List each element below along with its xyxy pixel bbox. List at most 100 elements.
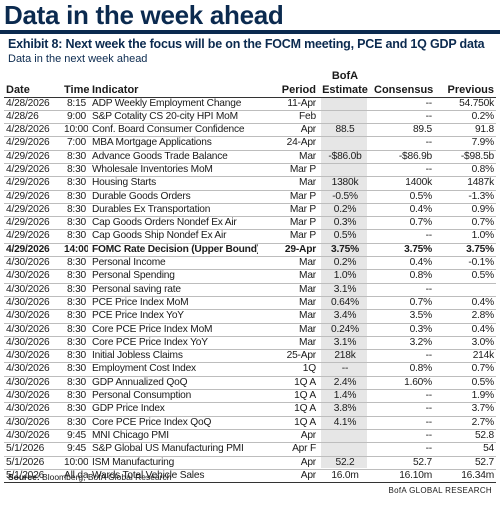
- cell-period: Mar: [258, 283, 318, 297]
- cell-time: 8:15: [62, 97, 88, 111]
- cell-indicator: Initial Jobless Claims: [88, 349, 258, 364]
- cell-indicator: Core PCE Price Index YoY: [88, 336, 258, 351]
- cell-indicator: Personal Consumption: [88, 389, 258, 404]
- cell-period: Mar: [258, 323, 318, 337]
- cell-time: 14:00: [62, 243, 88, 258]
- cell-time: 8:30: [62, 256, 88, 271]
- table-row: 4/29/2026 8:30 Advance Goods Trade Balance…: [4, 150, 496, 164]
- cell-previous: [442, 283, 496, 297]
- cell-period: 24-Apr: [258, 136, 318, 151]
- cell-time: 7:00: [62, 136, 88, 151]
- cell-period: Mar: [258, 256, 318, 271]
- cell-indicator: Wards Total Vehicle Sales: [88, 469, 258, 484]
- cell-time: 8:30: [62, 323, 88, 337]
- cell-time: 8:30: [62, 163, 88, 178]
- cell-period: Mar: [258, 336, 318, 351]
- cell-previous: 3.7%: [442, 402, 496, 417]
- cell-previous: 0.8%: [442, 163, 496, 178]
- table-body: 4/28/2026 8:15 ADP Weekly Employment Chang…: [4, 97, 496, 484]
- table-row: 4/30/2026 8:30 Personal Consumption 1Q A 1.4…: [4, 389, 496, 404]
- cell-indicator: S&P Global US Manufacturing PMI: [88, 442, 258, 457]
- cell-indicator: Wholesale Inventories MoM: [88, 163, 258, 178]
- cell-indicator: Personal Income: [88, 256, 258, 271]
- cell-indicator: FOMC Rate Decision (Upper Bound): [88, 243, 258, 258]
- cell-bofa-estimate: 2.4%: [318, 376, 372, 391]
- cell-previous: 0.5%: [442, 376, 496, 391]
- cell-indicator: MNI Chicago PMI: [88, 429, 258, 444]
- cell-date: 4/30/2026: [4, 323, 62, 337]
- cell-bofa-estimate: 0.5%: [318, 229, 372, 244]
- table-row: 4/30/2026 8:30 Core PCE Price Index QoQ 1Q …: [4, 416, 496, 430]
- cell-previous: -0.1%: [442, 256, 496, 271]
- cell-date: 4/29/2026: [4, 163, 62, 178]
- table-row: 4/30/2026 8:30 Initial Jobless Claims 25-Ap…: [4, 349, 496, 364]
- cell-period: 29-Apr: [258, 243, 318, 258]
- cell-indicator: Durables Ex Transportation: [88, 203, 258, 218]
- headline-rule: [0, 30, 500, 34]
- cell-consensus: 0.8%: [372, 269, 442, 284]
- cell-consensus: 3.75%: [372, 243, 442, 258]
- cell-time: 8:30: [62, 296, 88, 311]
- cell-date: 4/30/2026: [4, 376, 62, 391]
- cell-time: 8:30: [62, 376, 88, 391]
- cell-bofa-estimate: [318, 429, 372, 444]
- cell-time: 10:00: [62, 456, 88, 470]
- cell-date: 5/1/2026: [4, 469, 62, 484]
- header-date: Date: [4, 83, 62, 98]
- cell-period: Apr: [258, 429, 318, 444]
- cell-period: Mar: [258, 296, 318, 311]
- cell-bofa-estimate: [318, 110, 372, 125]
- cell-date: 4/30/2026: [4, 429, 62, 444]
- cell-indicator: Core PCE Price Index QoQ: [88, 416, 258, 430]
- cell-time: 8:30: [62, 362, 88, 377]
- cell-consensus: -$86.9b: [372, 150, 442, 164]
- cell-consensus: 89.5: [372, 123, 442, 138]
- cell-consensus: --: [372, 136, 442, 151]
- cell-previous: 0.7%: [442, 362, 496, 377]
- cell-time: 8:30: [62, 349, 88, 364]
- cell-bofa-estimate: [318, 163, 372, 178]
- economic-calendar-table: BofA Date Time Indicator Period Estimate…: [4, 69, 496, 484]
- cell-previous: 0.4%: [442, 296, 496, 311]
- cell-previous: 1487k: [442, 176, 496, 191]
- cell-period: 25-Apr: [258, 349, 318, 364]
- cell-bofa-estimate: 4.1%: [318, 416, 372, 430]
- source-note: Source: Bloomberg, BofA Global Research: [8, 472, 172, 482]
- cell-date: 4/28/2026: [4, 123, 62, 138]
- table-row: 4/30/2026 8:30 Personal Spending Mar 1.0% 0.8…: [4, 269, 496, 284]
- cell-bofa-estimate: 16.0m: [318, 469, 372, 484]
- cell-bofa-estimate: 0.2%: [318, 203, 372, 218]
- cell-indicator: GDP Price Index: [88, 402, 258, 417]
- exhibit-title: Exhibit 8: Next week the focus will be o…: [8, 37, 485, 51]
- cell-time: 8:30: [62, 416, 88, 430]
- cell-consensus: --: [372, 389, 442, 404]
- cell-indicator: Employment Cost Index: [88, 362, 258, 377]
- cell-time: 8:30: [62, 216, 88, 231]
- header-time: Time: [62, 83, 90, 98]
- cell-period: 1Q A: [258, 402, 318, 417]
- cell-bofa-estimate: 0.3%: [318, 216, 372, 231]
- cell-bofa-estimate: -$86.0b: [318, 150, 372, 164]
- table-row: 4/29/2026 8:30 Durables Ex Transportation M…: [4, 203, 496, 218]
- cell-consensus: --: [372, 429, 442, 444]
- cell-bofa-estimate: --: [318, 362, 372, 377]
- header-period: Period: [258, 83, 318, 98]
- table-row: 4/29/2026 8:30 Wholesale Inventories MoM Ma…: [4, 163, 496, 178]
- table-row: 4/30/2026 8:30 GDP Annualized QoQ 1Q A 2.4% 1…: [4, 376, 496, 391]
- cell-consensus: --: [372, 229, 442, 244]
- brand-footer: BofA GLOBAL RESEARCH: [388, 486, 492, 495]
- cell-time: All day: [62, 469, 88, 484]
- cell-indicator: PCE Price Index MoM: [88, 296, 258, 311]
- cell-date: 4/30/2026: [4, 402, 62, 417]
- cell-date: 4/30/2026: [4, 336, 62, 351]
- cell-period: 1Q: [258, 362, 318, 377]
- cell-date: 4/29/2026: [4, 190, 62, 204]
- cell-date: 4/30/2026: [4, 349, 62, 364]
- cell-date: 4/29/2026: [4, 150, 62, 164]
- cell-date: 4/30/2026: [4, 309, 62, 324]
- table-row: 5/1/2026 10:00 ISM Manufacturing Apr 52.2 52.…: [4, 456, 496, 470]
- cell-bofa-estimate: 88.5: [318, 123, 372, 138]
- cell-previous: 54: [442, 442, 496, 457]
- cell-period: Apr F: [258, 442, 318, 457]
- cell-consensus: --: [372, 110, 442, 125]
